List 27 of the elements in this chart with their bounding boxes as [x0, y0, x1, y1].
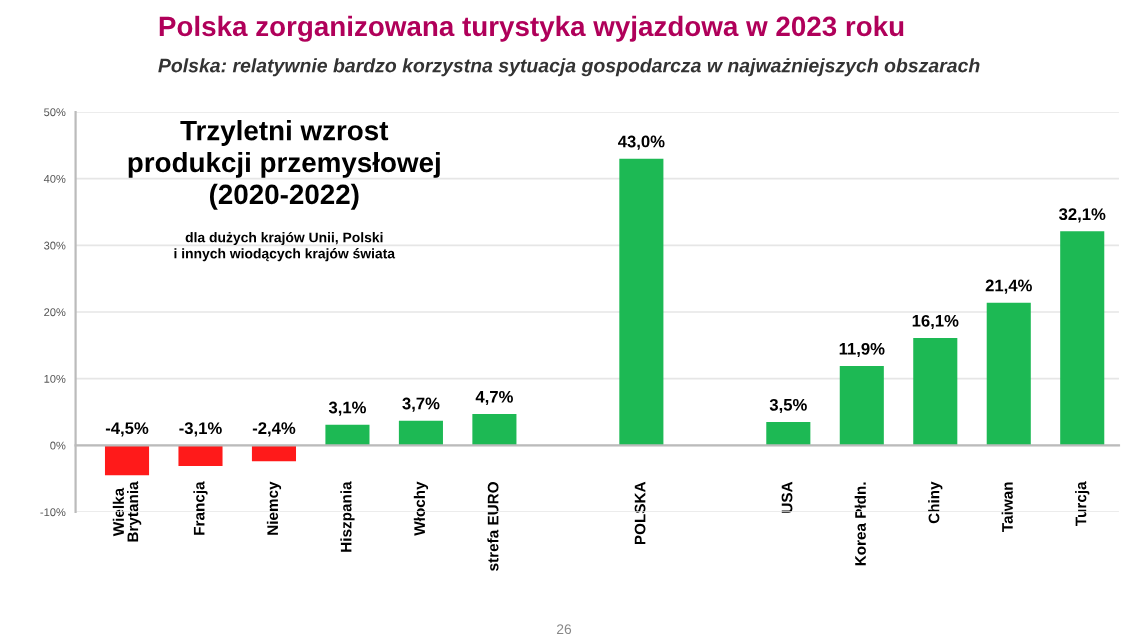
- data-label: 16,1%: [912, 314, 959, 330]
- bar: [104, 445, 150, 476]
- bar: [398, 420, 443, 446]
- bar: [1060, 231, 1105, 446]
- data-label: 11,9%: [839, 342, 885, 358]
- data-label: -2,4%: [252, 422, 296, 437]
- data-label: 32,1%: [1058, 208, 1106, 223]
- chart-title: Polska zorganizowana turystyka wyjazdowa w 2023 roku: [159, 15, 904, 42]
- data-label: 43,0%: [617, 135, 665, 150]
- data-label: 3,5%: [769, 398, 807, 414]
- data-label: 4,7%: [475, 390, 513, 406]
- bar: [472, 414, 517, 446]
- bar: [251, 445, 297, 462]
- annotation: Trzyletni wzrost produkcji przemysłowej (2020-2022): [128, 120, 440, 210]
- data-label: -3,1%: [179, 422, 222, 437]
- bar: [178, 445, 223, 466]
- chart-subtitle: Polska: relatywnie bardzo korzystna sytuacja gospodarcza w najważniejszych obszarach: [158, 58, 980, 77]
- bar: [839, 366, 884, 446]
- bar: [619, 158, 664, 446]
- bar: [766, 422, 811, 446]
- data-label: 3,1%: [328, 401, 366, 416]
- bar: [986, 302, 1031, 446]
- data-label: 21,4%: [985, 279, 1032, 294]
- data-label: 3,7%: [402, 397, 440, 412]
- bar: [913, 338, 958, 446]
- bar: [325, 424, 370, 446]
- data-label: -4,5%: [105, 422, 149, 437]
